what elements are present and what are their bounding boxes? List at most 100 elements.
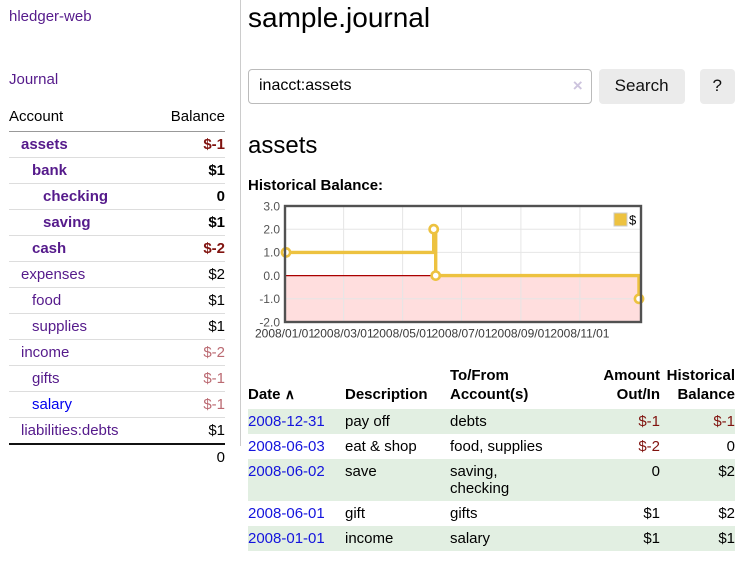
register-row[interactable]: 2008-01-01 income salary $1 $1 — [248, 526, 735, 551]
sidebar: hledger-web Journal Account Balance asse… — [0, 0, 241, 470]
account-link-gifts[interactable]: gifts — [32, 370, 60, 387]
account-balance: $1 — [153, 313, 225, 340]
svg-text:2008/05/01: 2008/05/01 — [373, 327, 433, 341]
sidebar-item-journal[interactable]: Journal — [9, 71, 59, 88]
account-row-gifts: gifts $-1 — [9, 365, 225, 392]
account-row-expenses: expenses $2 — [9, 261, 225, 288]
transaction-description: pay off — [345, 413, 390, 430]
account-link-food[interactable]: food — [32, 292, 62, 309]
account-link-supplies[interactable]: supplies — [32, 318, 88, 335]
account-balance: $1 — [153, 157, 225, 184]
transaction-date-link[interactable]: 2008-06-02 — [248, 463, 325, 480]
transaction-date-link[interactable]: 2008-12-31 — [248, 413, 325, 430]
svg-text:2008/03/01: 2008/03/01 — [314, 327, 374, 341]
account-row-liabilities-debts: liabilities:debts $1 — [9, 417, 225, 445]
account-link-salary[interactable]: salary — [32, 396, 73, 413]
register-row[interactable]: 2008-06-02 save saving, checking 0 $2 — [248, 459, 735, 501]
plot-border — [283, 204, 643, 324]
account-row-income: income $-2 — [9, 339, 225, 366]
account-balance: 0 — [153, 183, 225, 210]
sort-ascending-icon: ∧ — [284, 386, 295, 402]
transaction-amount: $-1 — [638, 413, 660, 430]
help-button[interactable]: ? — [699, 68, 735, 104]
svg-text:-1.0: -1.0 — [259, 292, 280, 306]
account-balance: $1 — [153, 417, 225, 445]
account-link-liabilities-debts[interactable]: liabilities:debts — [21, 422, 119, 439]
accounts-total-row: 0 — [9, 443, 225, 470]
account-link-checking[interactable]: checking — [43, 188, 109, 205]
y-axis-labels: 3.0 2.0 1.0 0.0 -1.0 -2.0 — [259, 200, 280, 329]
app-title: hledger-web — [9, 8, 225, 25]
register-table: Date ∧ Description To/From Account(s) Am… — [248, 364, 735, 551]
historical-balance-chart[interactable]: $ 3.0 2.0 1.0 0.0 -1.0 -2.0 2008/01/01 2… — [248, 200, 742, 347]
transaction-description: gift — [345, 505, 366, 522]
account-link-bank[interactable]: bank — [32, 162, 68, 179]
transaction-amount: $-2 — [638, 438, 660, 455]
transaction-accounts: gifts — [450, 505, 478, 522]
transaction-description: income — [345, 530, 394, 547]
account-row-bank: bank $1 — [9, 157, 225, 184]
negative-region — [286, 275, 640, 321]
account-link-cash[interactable]: cash — [32, 240, 67, 257]
svg-text:2008/11/01: 2008/11/01 — [550, 327, 609, 341]
search-input-wrap: × — [248, 68, 592, 104]
svg-text:2008/07/01: 2008/07/01 — [431, 327, 491, 341]
search-button[interactable]: Search — [598, 68, 685, 104]
transaction-description: eat & shop — [345, 438, 417, 455]
account-balance: $-2 — [153, 235, 225, 262]
account-row-checking: checking 0 — [9, 183, 225, 210]
account-link-income[interactable]: income — [21, 344, 70, 361]
register-header-amount: Amount Out/In — [603, 367, 660, 403]
account-row-assets: assets $-1 — [9, 131, 225, 158]
svg-text:3.0: 3.0 — [263, 200, 280, 214]
chart-title: Historical Balance: — [248, 177, 384, 194]
svg-text:-2.0: -2.0 — [259, 315, 280, 329]
transaction-amount: $1 — [643, 505, 660, 522]
chart-legend: $ — [613, 212, 637, 228]
account-link-saving[interactable]: saving — [43, 214, 91, 231]
account-row-supplies: supplies $1 — [9, 313, 225, 340]
account-balance: $-1 — [153, 391, 225, 418]
account-balance: $1 — [153, 209, 225, 236]
transaction-amount: 0 — [651, 463, 660, 480]
clear-search-icon[interactable]: × — [572, 75, 583, 95]
transaction-amount: $1 — [643, 530, 660, 547]
transaction-date-link[interactable]: 2008-06-03 — [248, 438, 325, 455]
app-title-link[interactable]: hledger-web — [9, 8, 92, 25]
search-input[interactable] — [248, 68, 592, 104]
accounts-total-value: 0 — [153, 443, 225, 470]
account-link-assets[interactable]: assets — [21, 136, 68, 153]
account-balance: $-1 — [153, 131, 225, 158]
legend-label: $ — [629, 213, 637, 228]
register-row[interactable]: 2008-12-31 pay off debts $-1 $-1 — [248, 409, 735, 434]
main-content: sample.journal × Search ? assets Histori… — [248, 0, 742, 551]
register-header-balance: Historical Balance — [666, 367, 735, 403]
accounts-header-balance: Balance — [153, 105, 225, 132]
transaction-description: save — [345, 463, 377, 480]
transaction-balance: 0 — [726, 438, 735, 455]
register-header-accounts: To/From Account(s) — [450, 367, 529, 403]
page-title: sample.journal — [248, 2, 431, 33]
vertical-gridlines — [343, 207, 581, 321]
transaction-balance: $2 — [718, 463, 735, 480]
transaction-date-link[interactable]: 2008-06-01 — [248, 505, 325, 522]
legend-swatch — [613, 212, 628, 227]
transaction-balance: $-1 — [713, 413, 735, 430]
account-heading: assets — [248, 132, 318, 159]
transaction-date-link[interactable]: 2008-01-01 — [248, 530, 325, 547]
search-form: × Search ? — [248, 68, 735, 104]
svg-text:2008/09/01: 2008/09/01 — [491, 327, 551, 341]
account-balance: $-1 — [153, 365, 225, 392]
transaction-balance: $1 — [718, 530, 735, 547]
svg-text:1.0: 1.0 — [263, 246, 280, 260]
transaction-accounts: food, supplies — [450, 438, 543, 455]
register-header-date[interactable]: Date ∧ — [248, 386, 295, 403]
accounts-header-account: Account — [9, 105, 154, 132]
register-row[interactable]: 2008-06-01 gift gifts $1 $2 — [248, 501, 735, 526]
account-link-expenses[interactable]: expenses — [21, 266, 86, 283]
register-header-row: Date ∧ Description To/From Account(s) Am… — [248, 364, 735, 409]
svg-text:0.0: 0.0 — [263, 269, 280, 283]
svg-text:2008/01/01: 2008/01/01 — [255, 327, 315, 341]
register-row[interactable]: 2008-06-03 eat & shop food, supplies $-2… — [248, 434, 735, 459]
account-balance: $1 — [153, 287, 225, 314]
